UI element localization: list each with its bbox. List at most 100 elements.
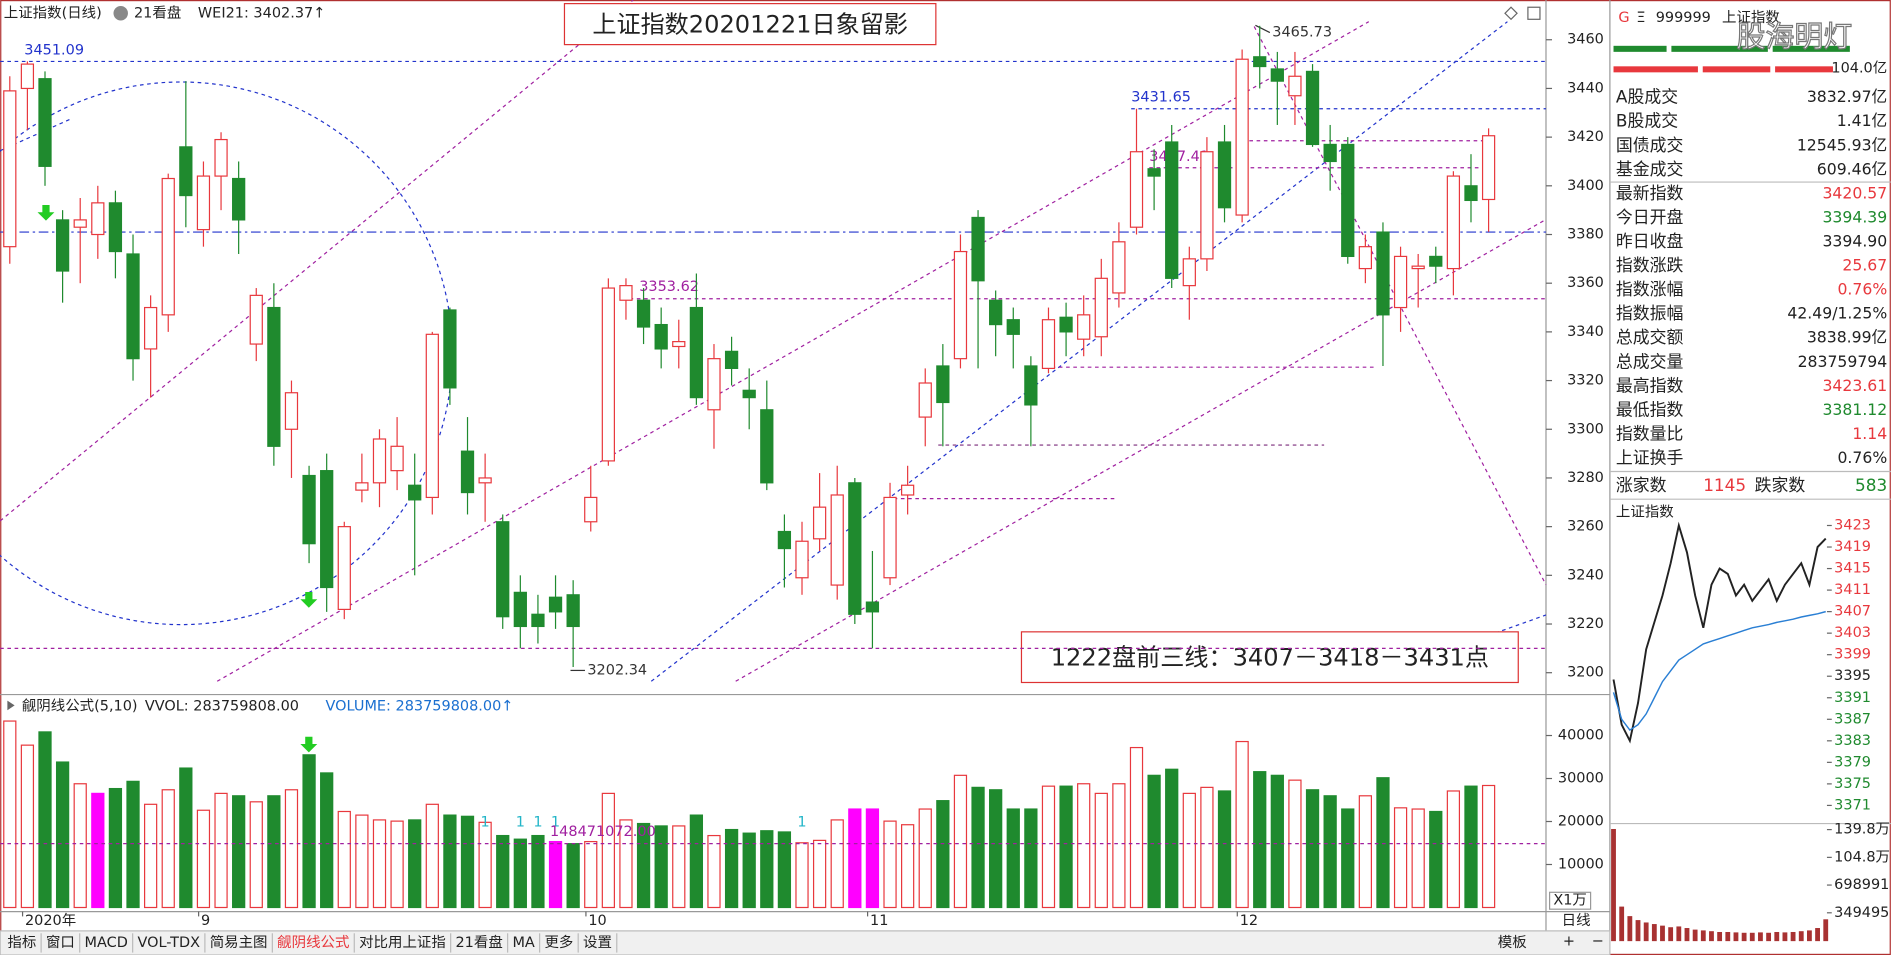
volume-bar <box>73 783 87 909</box>
quote-label: A股成交 <box>1616 87 1678 107</box>
toolbar-tab[interactable]: 觎阴线公式 <box>277 934 349 951</box>
candle-body <box>1481 135 1496 201</box>
volume-bar <box>724 828 739 909</box>
down-arrow <box>300 736 318 753</box>
signal-label: 1 <box>516 814 525 830</box>
quote-value: 609.46亿 <box>1817 159 1887 178</box>
quote-value: 42.49/1.25% <box>1787 304 1887 323</box>
candle-body <box>1393 255 1408 309</box>
y-tick-label: 3375 <box>1834 776 1871 792</box>
y-tick-label: 3380 <box>1567 227 1604 243</box>
volume-bar <box>1094 792 1108 909</box>
quote-value: 283759794 <box>1798 352 1888 371</box>
candle-body <box>1112 241 1126 294</box>
quote-value: 3423.61 <box>1822 376 1887 395</box>
quote-label: 今日开盘 <box>1616 207 1684 227</box>
y-tick-label: 3240 <box>1567 567 1604 583</box>
toolbar-tab[interactable]: 指标 <box>7 934 36 951</box>
trend-line <box>0 0 634 522</box>
bar-decor <box>1613 45 1667 52</box>
volume-bar <box>1253 771 1267 909</box>
shape-icon[interactable] <box>1504 6 1518 21</box>
volume-bar <box>478 821 492 909</box>
candle-body <box>460 450 475 494</box>
candle-body <box>601 287 615 462</box>
quote-label: 最新指数 <box>1616 183 1684 203</box>
quote-label: 国债成交 <box>1616 135 1684 155</box>
volume-bar <box>1059 785 1073 909</box>
quote-value: 12545.93亿 <box>1797 135 1887 154</box>
volume-bar <box>1660 925 1665 942</box>
toolbar-tab[interactable]: 21看盘 <box>455 933 502 951</box>
quote-value: 25.67 <box>1842 256 1887 275</box>
volume-bar <box>443 814 457 909</box>
volume-bar <box>1147 774 1161 909</box>
x-tick-label: 9 <box>201 913 210 929</box>
period-button[interactable]: 日线 <box>1562 912 1591 929</box>
quote-label: 最低指数 <box>1616 399 1684 419</box>
volume-bar <box>1782 932 1788 942</box>
volume-bar <box>901 824 915 909</box>
template-button[interactable]: 模板 <box>1498 933 1527 951</box>
candle-body <box>372 438 387 484</box>
candle-body <box>108 202 123 253</box>
quote-value: 0.76% <box>1837 280 1887 299</box>
candle-body <box>196 175 211 231</box>
toolbar-tab[interactable]: 简易主图 <box>210 934 268 951</box>
toolbar-tab[interactable]: MA <box>512 935 534 951</box>
volume-bar <box>865 808 880 909</box>
label-leader <box>1255 24 1271 34</box>
volume-bar <box>1758 932 1763 942</box>
volume-bar <box>1077 783 1091 909</box>
volume-bar <box>689 814 704 909</box>
volume-bar <box>372 819 387 909</box>
volume-bar <box>284 789 299 909</box>
volume-bar <box>1217 790 1232 909</box>
menu-icon[interactable] <box>113 6 128 21</box>
y-tick-label: 3391 <box>1834 690 1871 706</box>
toolbar-tab[interactable]: 设置 <box>583 934 612 951</box>
unit-label: X1万 <box>1553 893 1587 909</box>
candle-body <box>707 358 721 411</box>
toolbar-tab[interactable]: MACD <box>85 935 128 951</box>
y-tick-label: 104.8万 <box>1834 849 1890 865</box>
candle-body <box>443 309 457 389</box>
volume-bar <box>232 795 246 909</box>
pane-title: 觎阴线公式(5,10) <box>22 698 138 715</box>
candle-body <box>584 496 598 523</box>
menu[interactable]: Ξ <box>1636 10 1645 26</box>
candle-body <box>619 285 633 301</box>
volume-bar <box>1341 808 1355 909</box>
window-icon[interactable] <box>1527 6 1541 20</box>
toolbar-tab[interactable]: 窗口 <box>46 933 75 951</box>
up-label: 涨家数 <box>1616 475 1667 495</box>
quote-value: 1.41亿 <box>1837 111 1888 130</box>
bar-decor <box>1702 66 1771 73</box>
y-tick-label: 3420 <box>1567 129 1604 145</box>
volume-bar <box>742 832 756 909</box>
candle-body <box>1077 314 1091 340</box>
y-tick-label: 3340 <box>1567 324 1604 340</box>
candle-body <box>38 78 52 167</box>
candle-body <box>513 591 527 628</box>
volume-bar <box>1393 807 1408 909</box>
toolbar-tab[interactable]: 对比用上证指 <box>359 934 446 951</box>
candle-body <box>795 540 809 579</box>
y-tick-label: 30000 <box>1558 771 1604 787</box>
candle-body <box>531 613 545 628</box>
candle-body <box>936 365 950 404</box>
y-tick-label: 3423 <box>1834 517 1871 533</box>
zoom-in[interactable]: + <box>1563 934 1575 950</box>
volume-bar <box>1651 924 1657 942</box>
toolbar-tab[interactable]: VOL-TDX <box>137 935 200 951</box>
signal-label: 1 <box>551 814 560 830</box>
zoom-out[interactable]: − <box>1592 934 1604 950</box>
candle-body <box>355 482 369 491</box>
price-label: 3353.62 <box>639 279 699 295</box>
candle-body <box>760 409 774 484</box>
toolbar-tab[interactable]: 更多 <box>544 934 573 951</box>
quote-label: 昨日收盘 <box>1616 231 1684 251</box>
volume-bar <box>408 819 422 909</box>
candle-body <box>179 146 193 197</box>
